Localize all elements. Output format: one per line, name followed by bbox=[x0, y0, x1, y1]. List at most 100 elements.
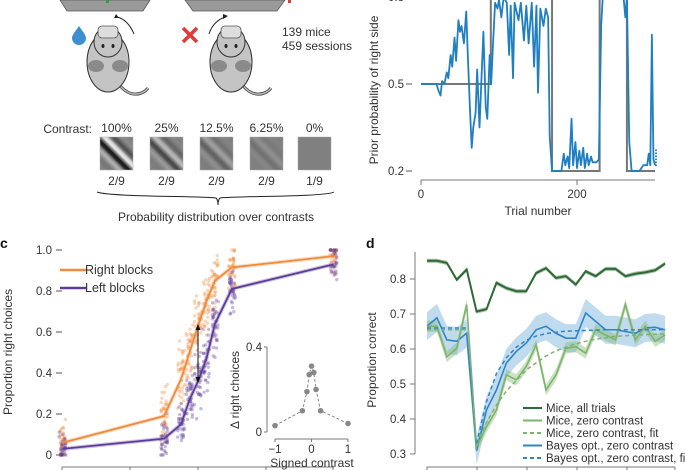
left-block-session-dot bbox=[59, 446, 64, 451]
right-block-session-dot bbox=[61, 425, 65, 430]
contrast-level: 25% bbox=[154, 121, 178, 135]
right-block-session-dot bbox=[206, 315, 210, 319]
legend-label: Right blocks bbox=[85, 263, 153, 277]
left-block-session-dot bbox=[188, 386, 193, 391]
right-block-session-dot bbox=[59, 444, 64, 448]
left-block-session-dot bbox=[199, 350, 203, 355]
right-block-session-dot bbox=[232, 249, 237, 253]
left-block-session-dot bbox=[335, 255, 339, 260]
right-block-session-dot bbox=[179, 367, 183, 371]
right-block-session-dot bbox=[196, 317, 200, 321]
right-block-session-dot bbox=[182, 399, 186, 403]
left-block-session-dot bbox=[58, 453, 63, 457]
b-trailing-dot bbox=[655, 149, 657, 152]
c-ylabel: Proportion right choices bbox=[1, 289, 15, 415]
right-block-session-dot bbox=[203, 324, 207, 329]
left-block-session-dot bbox=[231, 291, 236, 295]
right-block-session-dot bbox=[58, 433, 62, 438]
right-block-session-dot bbox=[63, 417, 68, 422]
left-block-session-dot bbox=[187, 381, 192, 386]
contrast-probability: 2/9 bbox=[108, 174, 125, 188]
left-block-session-dot bbox=[181, 409, 185, 413]
gabor-patch bbox=[99, 136, 134, 171]
right-block-session-dot bbox=[232, 282, 237, 286]
right-block-session-dot bbox=[194, 341, 198, 345]
right-block-session-dot bbox=[227, 257, 232, 262]
c-ytick-label: 0.2 bbox=[36, 409, 52, 421]
right-block-session-dot bbox=[189, 337, 194, 341]
right-block-session-dot bbox=[230, 248, 234, 252]
left-block-session-dot bbox=[164, 440, 169, 444]
left-block-session-dot bbox=[211, 315, 216, 320]
left-block-session-dot bbox=[163, 422, 167, 426]
right-block-session-dot bbox=[331, 248, 336, 252]
left-block-session-dot bbox=[163, 444, 167, 449]
right-block-session-dot bbox=[231, 262, 236, 266]
left-block-session-dot bbox=[205, 361, 210, 366]
left-block-session-dot bbox=[190, 402, 194, 406]
right-block-session-dot bbox=[180, 365, 184, 370]
inset-ylabel: Δ right choices bbox=[228, 351, 242, 429]
left-block-session-dot bbox=[165, 439, 170, 443]
left-block-session-dot bbox=[177, 405, 181, 409]
right-block-session-dot bbox=[335, 248, 339, 252]
right-block-session-dot bbox=[215, 274, 220, 278]
right-block-session-dot bbox=[229, 273, 234, 277]
right-block-session-dot bbox=[182, 392, 186, 396]
right-block-session-dot bbox=[190, 334, 194, 339]
left-block-session-dot bbox=[190, 384, 195, 388]
left-block-session-dot bbox=[197, 392, 201, 397]
left-block-session-dot bbox=[179, 438, 184, 443]
b-xlabel: Trial number bbox=[505, 204, 572, 218]
right-block-session-dot bbox=[207, 283, 212, 288]
left-block-session-dot bbox=[192, 402, 197, 407]
left-block-session-dot bbox=[162, 448, 166, 453]
left-block-session-dot bbox=[212, 312, 217, 316]
right-block-session-dot bbox=[207, 276, 212, 281]
right-block-session-dot bbox=[329, 249, 334, 253]
left-block-session-dot bbox=[186, 388, 191, 393]
b-trailing-dot bbox=[655, 155, 657, 158]
right-block-session-dot bbox=[62, 437, 66, 442]
left-block-session-dot bbox=[214, 338, 218, 342]
cohort-sessions: 459 sessions bbox=[282, 39, 352, 53]
left-block-session-dot bbox=[63, 444, 67, 448]
left-block-session-dot bbox=[198, 380, 202, 385]
right-block-session-dot bbox=[63, 453, 68, 457]
right-block-session-dot bbox=[212, 261, 216, 265]
left-block-session-dot bbox=[204, 351, 208, 355]
d-ytick-label: 0.7 bbox=[390, 309, 406, 321]
right-block-session-dot bbox=[189, 367, 194, 371]
left-block-session-dot bbox=[59, 453, 64, 457]
b-estimated-prior-line bbox=[421, 0, 656, 172]
right-block-session-dot bbox=[162, 424, 166, 428]
left-block-session-dot bbox=[232, 292, 237, 296]
c-ytick-label: 0.4 bbox=[36, 368, 53, 380]
left-block-session-dot bbox=[214, 298, 218, 302]
left-block-session-dot bbox=[332, 263, 337, 268]
left-block-session-dot bbox=[233, 296, 238, 300]
right-block-session-dot bbox=[188, 332, 192, 336]
brace bbox=[96, 191, 335, 206]
right-block-session-dot bbox=[204, 278, 208, 282]
c-ytick-label: 0.6 bbox=[36, 327, 52, 339]
inset-point bbox=[272, 422, 278, 429]
left-block-session-dot bbox=[328, 248, 333, 252]
left-block-session-dot bbox=[60, 453, 64, 457]
left-block-session-dot bbox=[185, 417, 190, 422]
left-block-session-dot bbox=[227, 280, 232, 285]
left-block-session-dot bbox=[193, 365, 197, 370]
right-block-session-dot bbox=[62, 436, 66, 440]
right-block-session-dot bbox=[211, 274, 215, 278]
left-block-session-dot bbox=[62, 450, 67, 454]
right-block-session-dot bbox=[213, 290, 217, 294]
right-block-session-dot bbox=[229, 258, 233, 262]
panel-label-c: c bbox=[0, 235, 8, 251]
right-block-session-dot bbox=[176, 361, 180, 365]
left-block-session-dot bbox=[335, 261, 339, 265]
left-block-session-dot bbox=[203, 378, 208, 382]
left-block-session-dot bbox=[179, 401, 183, 406]
left-block-session-dot bbox=[333, 248, 337, 252]
right-block-session-dot bbox=[215, 264, 219, 268]
left-block-session-dot bbox=[185, 378, 189, 383]
